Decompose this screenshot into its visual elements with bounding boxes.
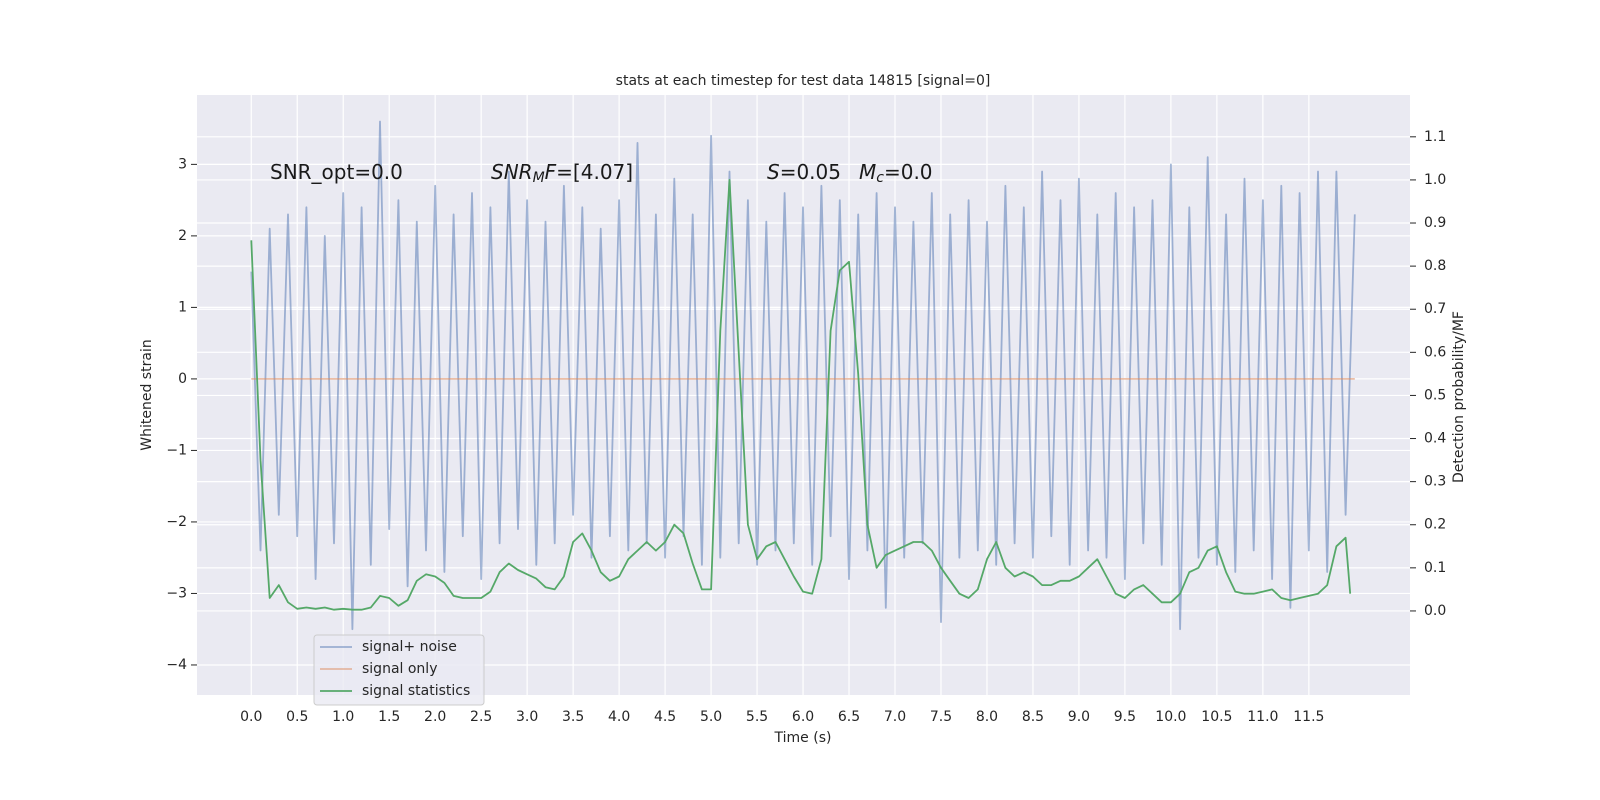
y2-tick-label: 0.6 [1424, 344, 1446, 360]
x-tick-label: 4.0 [608, 709, 630, 725]
x-tick-label: 1.5 [378, 709, 400, 725]
y-tick-label: −4 [166, 657, 187, 673]
y-tick-label: 2 [178, 228, 187, 244]
y-tick-label: −3 [166, 585, 187, 601]
annotation: S=0.05 [767, 160, 841, 184]
x-axis-label: Time (s) [774, 730, 832, 746]
annotation-run: F [545, 160, 557, 184]
x-tick-label: 8.5 [1022, 709, 1044, 725]
x-tick-label: 7.0 [884, 709, 906, 725]
annotation-run: c [876, 170, 884, 186]
x-tick-label: 5.5 [746, 709, 768, 725]
annotation-run: SNR [491, 160, 533, 184]
x-tick-label: 2.0 [424, 709, 446, 725]
legend-label: signal+ noise [362, 639, 457, 655]
annotation: SNRMF=[4.07] [491, 160, 633, 187]
y-tick-label: −2 [166, 514, 187, 530]
y2-axis-label: Detection probability/MF [1451, 311, 1467, 483]
annotation: SNR_opt=0.0 [270, 160, 403, 184]
y2-tick-label: 0.4 [1424, 431, 1446, 447]
x-tick-label: 8.0 [976, 709, 998, 725]
y-tick-label: 1 [178, 299, 187, 315]
x-tick-label: 0.5 [286, 709, 308, 725]
y-tick-label: −1 [166, 442, 187, 458]
y2-tick-label: 0.0 [1424, 603, 1446, 619]
y2-tick-label: 1.1 [1424, 129, 1446, 145]
x-tick-label: 6.0 [792, 709, 814, 725]
x-tick-label: 0.0 [240, 709, 262, 725]
annotation-run: =[4.07] [556, 160, 633, 184]
annotation-run: M [533, 170, 545, 186]
legend-label: signal statistics [362, 683, 470, 699]
chart-title: stats at each timestep for test data 148… [616, 73, 991, 89]
annotation-run: S [767, 160, 780, 184]
data-line [250, 178, 1352, 611]
y2-tick-label: 0.7 [1424, 301, 1446, 317]
x-tick-label: 5.0 [700, 709, 722, 725]
x-tick-label: 1.0 [332, 709, 354, 725]
x-tick-label: 4.5 [654, 709, 676, 725]
y2-tick-label: 0.2 [1424, 517, 1446, 533]
y-tick-label: 0 [178, 371, 187, 387]
y-tick-label: 3 [178, 156, 187, 172]
y2-tick-label: 0.5 [1424, 387, 1446, 403]
x-tick-label: 7.5 [930, 709, 952, 725]
x-tick-label: 3.0 [516, 709, 538, 725]
x-tick-label: 9.0 [1068, 709, 1090, 725]
x-tick-label: 6.5 [838, 709, 860, 725]
annotation-run: M [859, 160, 876, 184]
y2-tick-label: 0.8 [1424, 258, 1446, 274]
data-line [250, 120, 1356, 631]
y-axis-label: Whitened strain [139, 339, 155, 450]
x-tick-label: 11.0 [1247, 709, 1278, 725]
annotation-run: =0.05 [780, 160, 841, 184]
x-tick-label: 9.5 [1114, 709, 1136, 725]
x-tick-label: 11.5 [1293, 709, 1324, 725]
y2-tick-label: 0.1 [1424, 560, 1446, 576]
y2-tick-label: 0.3 [1424, 474, 1446, 490]
legend-box [313, 634, 485, 706]
annotation-run: =0.0 [884, 160, 933, 184]
legend-label: signal only [362, 661, 437, 677]
annotation-run: SNR_opt=0.0 [270, 160, 403, 184]
x-tick-label: 2.5 [470, 709, 492, 725]
x-tick-label: 10.0 [1155, 709, 1186, 725]
y2-tick-label: 1.0 [1424, 172, 1446, 188]
x-tick-label: 3.5 [562, 709, 584, 725]
annotation: Mc=0.0 [859, 160, 933, 187]
x-tick-label: 10.5 [1201, 709, 1232, 725]
y2-tick-label: 0.9 [1424, 215, 1446, 231]
